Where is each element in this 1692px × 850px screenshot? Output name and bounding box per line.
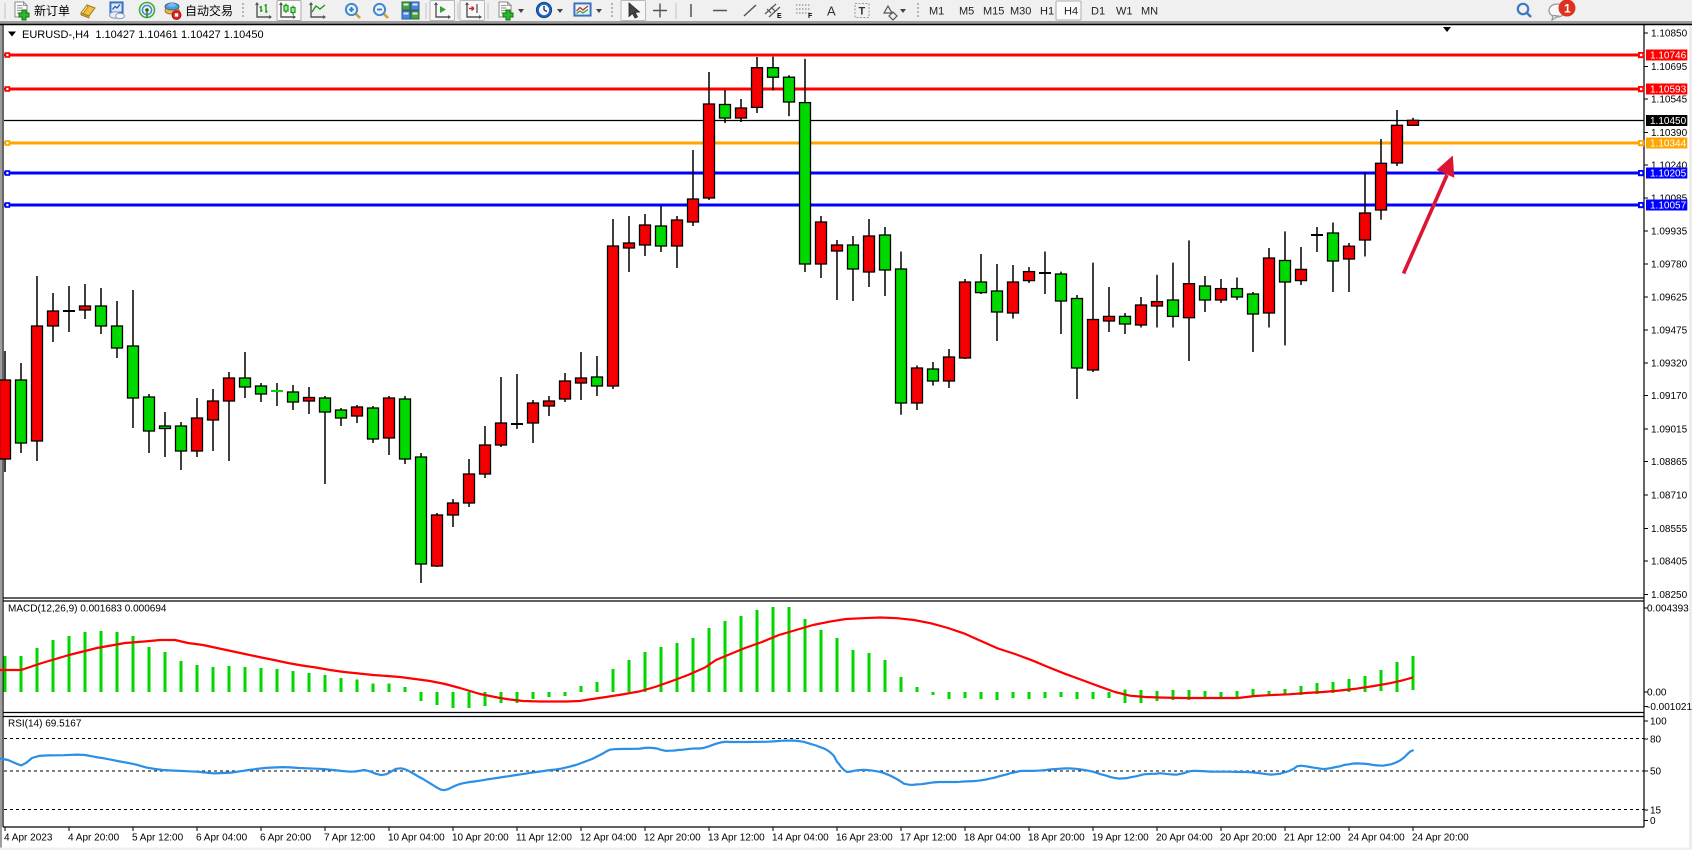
svg-text:1.10746: 1.10746 bbox=[1650, 51, 1687, 62]
svg-text:F: F bbox=[808, 13, 813, 20]
svg-text:1.09625: 1.09625 bbox=[1651, 293, 1688, 304]
svg-text:4 Apr 20:00: 4 Apr 20:00 bbox=[68, 833, 120, 844]
svg-text:1.10240: 1.10240 bbox=[1651, 161, 1688, 172]
svg-text:1.08865: 1.08865 bbox=[1651, 457, 1688, 468]
svg-text:5 Apr 12:00: 5 Apr 12:00 bbox=[132, 833, 184, 844]
svg-text:12 Apr 04:00: 12 Apr 04:00 bbox=[580, 833, 637, 844]
svg-text:MACD(12,26,9) 0.001683 0.00069: MACD(12,26,9) 0.001683 0.000694 bbox=[8, 604, 167, 615]
svg-text:1.10085: 1.10085 bbox=[1651, 194, 1688, 205]
svg-text:0.00: 0.00 bbox=[1647, 688, 1667, 699]
svg-text:D1: D1 bbox=[1091, 6, 1105, 18]
svg-text:24 Apr 04:00: 24 Apr 04:00 bbox=[1348, 833, 1405, 844]
svg-text:24 Apr 20:00: 24 Apr 20:00 bbox=[1412, 833, 1469, 844]
svg-text:13 Apr 12:00: 13 Apr 12:00 bbox=[708, 833, 765, 844]
svg-text:1.09935: 1.09935 bbox=[1651, 227, 1688, 238]
svg-text:6 Apr 04:00: 6 Apr 04:00 bbox=[196, 833, 248, 844]
svg-text:H1: H1 bbox=[1040, 6, 1054, 18]
svg-text:M30: M30 bbox=[1010, 6, 1031, 18]
svg-text:18 Apr 04:00: 18 Apr 04:00 bbox=[964, 833, 1021, 844]
svg-text:1.10545: 1.10545 bbox=[1651, 95, 1688, 106]
svg-text:1.10593: 1.10593 bbox=[1650, 85, 1687, 96]
svg-text:6 Apr 20:00: 6 Apr 20:00 bbox=[260, 833, 312, 844]
svg-text:4 Apr 2023: 4 Apr 2023 bbox=[4, 833, 53, 844]
svg-text:1.09780: 1.09780 bbox=[1651, 260, 1688, 271]
svg-text:0: 0 bbox=[1650, 816, 1656, 827]
svg-text:M15: M15 bbox=[983, 6, 1004, 18]
svg-text:新订单: 新订单 bbox=[34, 3, 70, 18]
svg-text:1.10695: 1.10695 bbox=[1651, 62, 1688, 73]
svg-text:7 Apr 12:00: 7 Apr 12:00 bbox=[324, 833, 376, 844]
svg-text:15: 15 bbox=[1650, 806, 1662, 817]
svg-text:21 Apr 12:00: 21 Apr 12:00 bbox=[1284, 833, 1341, 844]
svg-text:19 Apr 12:00: 19 Apr 12:00 bbox=[1092, 833, 1149, 844]
svg-text:-0.001021: -0.001021 bbox=[1647, 702, 1692, 713]
svg-text:E: E bbox=[777, 13, 782, 20]
svg-text:MN: MN bbox=[1141, 6, 1158, 18]
svg-text:1.10344: 1.10344 bbox=[1650, 139, 1687, 150]
svg-text:10 Apr 04:00: 10 Apr 04:00 bbox=[388, 833, 445, 844]
svg-text:1.10390: 1.10390 bbox=[1651, 128, 1688, 139]
svg-text:100: 100 bbox=[1650, 717, 1667, 728]
svg-text:A: A bbox=[827, 4, 836, 19]
svg-text:50: 50 bbox=[1650, 767, 1662, 778]
svg-text:1.08710: 1.08710 bbox=[1651, 491, 1688, 502]
svg-text:1.09170: 1.09170 bbox=[1651, 391, 1688, 402]
svg-text:1.10205: 1.10205 bbox=[1650, 169, 1687, 180]
svg-text:14 Apr 04:00: 14 Apr 04:00 bbox=[772, 833, 829, 844]
svg-text:1.10450: 1.10450 bbox=[1650, 116, 1687, 127]
svg-text:EURUSD-,H4 1.10427 1.10461 1.: EURUSD-,H4 1.10427 1.10461 1.10427 1.104… bbox=[22, 29, 264, 41]
svg-text:1.08250: 1.08250 bbox=[1651, 590, 1688, 601]
svg-text:10 Apr 20:00: 10 Apr 20:00 bbox=[452, 833, 509, 844]
svg-text:11 Apr 12:00: 11 Apr 12:00 bbox=[516, 833, 572, 844]
svg-text:0.004393: 0.004393 bbox=[1647, 604, 1689, 615]
svg-text:W1: W1 bbox=[1116, 6, 1133, 18]
svg-text:H4: H4 bbox=[1064, 6, 1078, 18]
svg-text:1.09475: 1.09475 bbox=[1651, 326, 1688, 337]
svg-text:M5: M5 bbox=[959, 6, 974, 18]
svg-text:自动交易: 自动交易 bbox=[185, 3, 233, 18]
svg-text:1.08555: 1.08555 bbox=[1651, 524, 1688, 535]
svg-text:80: 80 bbox=[1650, 735, 1662, 746]
svg-text:1.10057: 1.10057 bbox=[1650, 201, 1687, 212]
svg-text:M1: M1 bbox=[929, 6, 944, 18]
svg-text:1: 1 bbox=[1564, 2, 1571, 16]
svg-text:1.08405: 1.08405 bbox=[1651, 557, 1688, 568]
svg-text:T: T bbox=[859, 6, 866, 18]
svg-text:17 Apr 12:00: 17 Apr 12:00 bbox=[900, 833, 957, 844]
svg-text:1.09320: 1.09320 bbox=[1651, 359, 1688, 370]
svg-text:12 Apr 20:00: 12 Apr 20:00 bbox=[644, 833, 701, 844]
svg-text:1.10850: 1.10850 bbox=[1651, 29, 1688, 40]
svg-text:1.09015: 1.09015 bbox=[1651, 425, 1688, 436]
svg-text:RSI(14) 69.5167: RSI(14) 69.5167 bbox=[8, 719, 82, 730]
svg-text:20 Apr 04:00: 20 Apr 04:00 bbox=[1156, 833, 1213, 844]
svg-text:16 Apr 23:00: 16 Apr 23:00 bbox=[836, 833, 893, 844]
svg-text:20 Apr 20:00: 20 Apr 20:00 bbox=[1220, 833, 1277, 844]
svg-text:18 Apr 20:00: 18 Apr 20:00 bbox=[1028, 833, 1085, 844]
